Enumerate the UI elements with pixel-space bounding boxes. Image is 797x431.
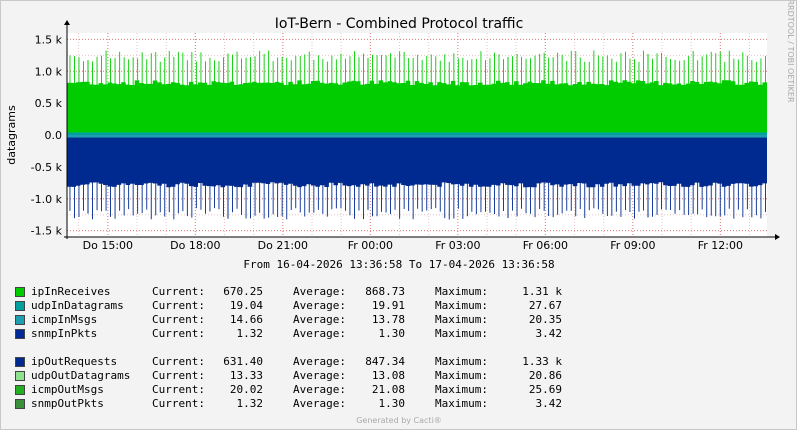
legend-average-value: 13.08: [371, 369, 405, 382]
legend-maximum-label: Maximum:: [435, 313, 488, 326]
legend-average-label: Average:: [293, 327, 346, 340]
chart-title: IoT-Bern - Combined Protocol traffic: [275, 16, 524, 32]
legend-swatch: [15, 385, 25, 395]
legend-maximum-label: Maximum:: [435, 285, 488, 298]
legend-average-value: 13.78: [371, 313, 405, 326]
legend-maximum-label: Maximum:: [435, 327, 488, 340]
legend-average-label: Average:: [293, 383, 346, 396]
legend-current-value: 631.40: [223, 355, 263, 368]
legend-average-value: 1.30: [378, 397, 406, 410]
legend-current-value: 1.32: [236, 327, 264, 340]
legend-current-value: 20.02: [229, 383, 263, 396]
legend-current-label: Current:: [152, 369, 205, 382]
legend-current-label: Current:: [152, 327, 205, 340]
legend-current-label: Current:: [152, 285, 205, 298]
time-period: From 16-04-2026 13:36:58 To 17-04-2026 1…: [243, 258, 554, 271]
legend-average-label: Average:: [293, 285, 346, 298]
legend-swatch: [15, 399, 25, 409]
legend-swatch: [15, 357, 25, 367]
legend-maximum-value: 3.42: [535, 327, 563, 340]
legend-swatch: [15, 301, 25, 311]
series-ipInReceives-area: [67, 50, 767, 135]
legend-swatch: [15, 315, 25, 325]
x-tick-label: Do 15:00: [83, 239, 133, 252]
legend-series-name: snmpOutPkts: [31, 397, 104, 410]
legend-average-value: 868.73: [365, 285, 405, 298]
legend-maximum-value: 20.35: [528, 313, 562, 326]
x-tick-label: Fr 06:00: [523, 239, 568, 252]
legend-swatch: [15, 371, 25, 381]
legend-maximum-value: 25.69: [528, 383, 562, 396]
rrdtool-credit: RRDTOOL / TOBI OETIKER: [786, 1, 795, 103]
legend-average-label: Average:: [293, 355, 346, 368]
y-tick-label: 1.5 k: [35, 33, 63, 46]
y-tick-label: -1.5 k: [31, 225, 63, 238]
legend-average-value: 1.30: [378, 327, 406, 340]
legend-current-label: Current:: [152, 313, 205, 326]
y-tick-label: -0.5 k: [31, 161, 63, 174]
legend-maximum-label: Maximum:: [435, 355, 488, 368]
legend-swatch: [15, 329, 25, 339]
legend-swatch: [15, 287, 25, 297]
legend-current-value: 670.25: [223, 285, 263, 298]
x-tick-label: Fr 12:00: [698, 239, 743, 252]
legend-maximum-value: 20.86: [528, 369, 562, 382]
legend-average-value: 19.91: [371, 299, 405, 312]
y-tick-label: -1.0 k: [31, 193, 63, 206]
series-udpInDatagrams-band: [67, 132, 767, 135]
x-tick-label: Do 21:00: [258, 239, 308, 252]
legend-current-value: 13.33: [229, 369, 263, 382]
legend-series-name: ipInReceives: [31, 285, 111, 298]
x-tick-label: Fr 09:00: [610, 239, 655, 252]
legend-series-name: udpInDatagrams: [31, 299, 124, 312]
x-tick-label: Fr 00:00: [348, 239, 393, 252]
x-axis-arrow: [775, 234, 780, 240]
legend-average-label: Average:: [293, 299, 346, 312]
legend-maximum-label: Maximum:: [435, 383, 488, 396]
legend-series-name: icmpInMsgs: [31, 313, 98, 326]
legend-maximum-value: 1.31 k: [522, 285, 562, 298]
x-tick-label: Fr 03:00: [435, 239, 480, 252]
legend-maximum-label: Maximum:: [435, 369, 488, 382]
legend-maximum-label: Maximum:: [435, 299, 488, 312]
x-tick-label: Do 18:00: [170, 239, 220, 252]
y-tick-label: 1.0 k: [35, 65, 63, 78]
legend-average-label: Average:: [293, 313, 346, 326]
legend-current-label: Current:: [152, 355, 205, 368]
legend-average-value: 21.08: [371, 383, 405, 396]
legend-average-label: Average:: [293, 369, 346, 382]
y-tick-label: 0.0: [45, 129, 63, 142]
y-axis-label: datagrams: [5, 105, 18, 165]
legend-series-name: icmpOutMsgs: [31, 383, 104, 396]
legend-current-label: Current:: [152, 397, 205, 410]
series-ipOutRequests-area: [67, 135, 767, 220]
footer-generated: Generated by Cacti®: [356, 416, 442, 425]
y-axis-arrow: [64, 20, 70, 25]
legend-current-value: 19.04: [229, 299, 263, 312]
legend-average-value: 847.34: [365, 355, 405, 368]
y-tick-label: 0.5 k: [35, 97, 63, 110]
legend-current-label: Current:: [152, 383, 205, 396]
legend-average-label: Average:: [293, 397, 346, 410]
legend-maximum-value: 3.42: [535, 397, 563, 410]
series-icmpInMsgs-band: [67, 135, 767, 138]
legend-maximum-label: Maximum:: [435, 397, 488, 410]
legend-series-name: udpOutDatagrams: [31, 369, 131, 382]
legend-maximum-value: 1.33 k: [522, 355, 562, 368]
legend-current-value: 1.32: [236, 397, 264, 410]
legend-series-name: snmpInPkts: [31, 327, 98, 340]
legend-series-name: ipOutRequests: [31, 355, 118, 368]
legend-maximum-value: 27.67: [528, 299, 562, 312]
legend-current-value: 14.66: [229, 313, 263, 326]
legend-current-label: Current:: [152, 299, 205, 312]
